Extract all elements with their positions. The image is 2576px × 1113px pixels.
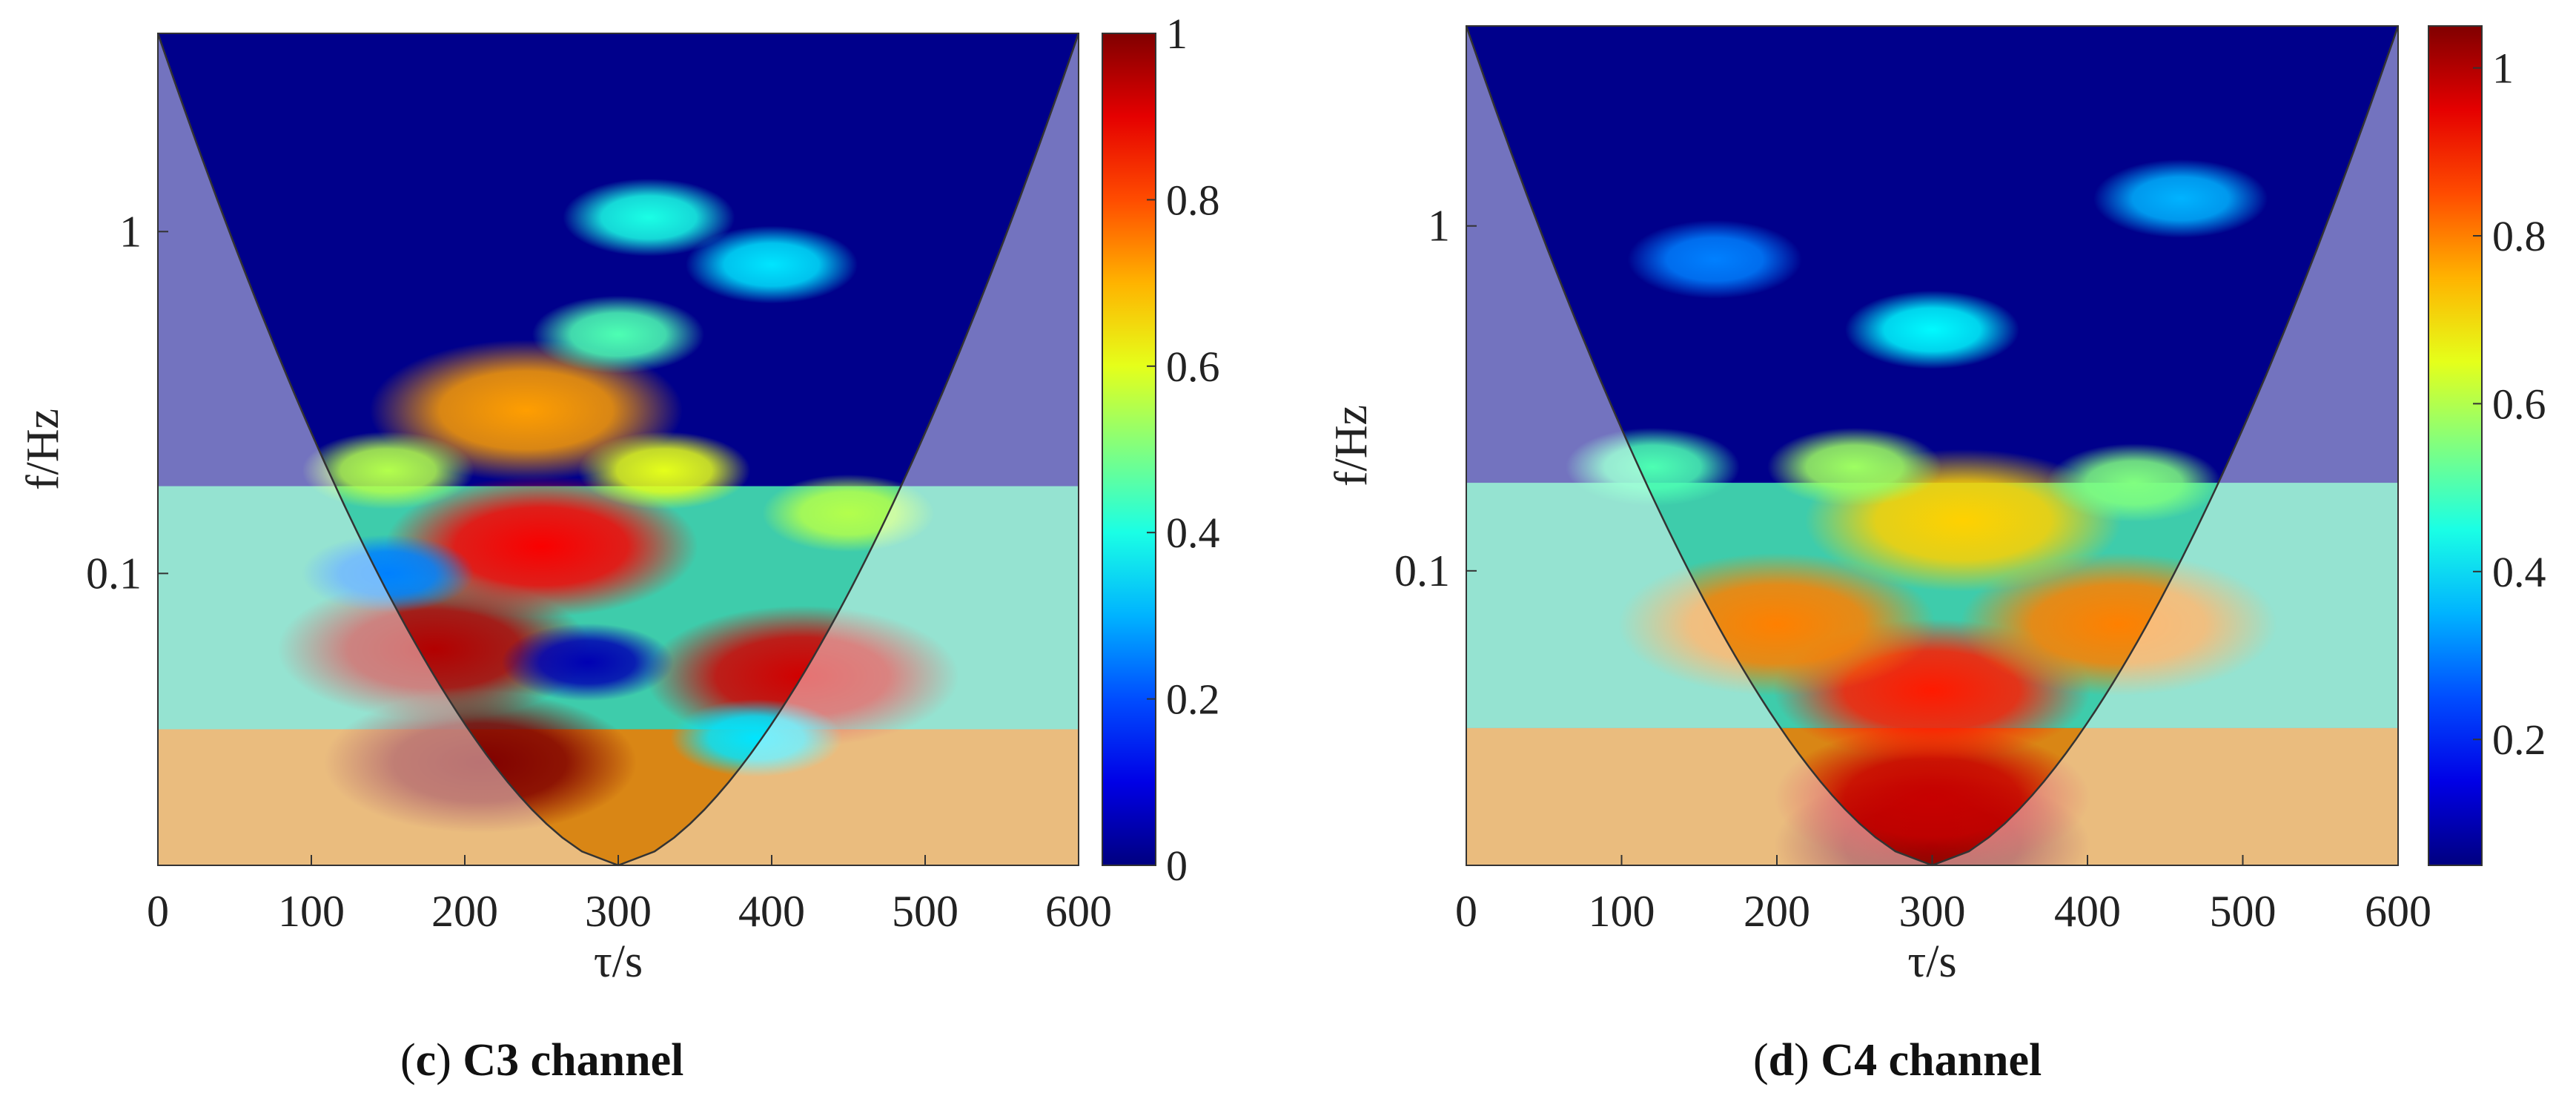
coi-shade-right — [1932, 26, 2398, 865]
caption-c-letter: c — [415, 1035, 437, 1086]
coi-curve-left — [1465, 25, 1933, 867]
heatmap-blob — [302, 534, 474, 612]
colorbar-tick-label: 0.4 — [2492, 548, 2546, 596]
colorbar-tick-label: 0.8 — [2492, 212, 2546, 260]
heatmap-blob — [670, 698, 843, 777]
x-tick-label: 200 — [1744, 887, 1810, 936]
coi-curve-left — [156, 33, 619, 867]
coi-shade-right — [618, 33, 1079, 865]
heatmap-blob — [302, 432, 474, 510]
colorbar-gradient — [2428, 25, 2483, 866]
panel-d: 0 100 200 300 400 500 6000.11τ/sf/Hz0.20.40.60… — [1326, 25, 2546, 987]
colorbar-tick-label: 0.6 — [2492, 380, 2546, 428]
heatmap-blob — [501, 623, 674, 701]
x-tick-label: 100 — [278, 887, 345, 936]
x-tick-label: 400 — [738, 887, 805, 936]
caption-d: (d) C4 channel — [1753, 1035, 2042, 1086]
colorbar-tick-label: 0.2 — [2492, 716, 2546, 764]
caption-d-text: C4 channel — [1821, 1035, 2042, 1086]
coi-curve-right — [617, 33, 1080, 867]
coi-curve-right — [1932, 25, 2400, 867]
x-tick-label: 100 — [1589, 887, 1655, 936]
coi-shade-left — [158, 33, 618, 865]
heatmap-blob — [2047, 443, 2222, 523]
heatmap-blob — [685, 225, 858, 304]
colorbar-tick-label: 1 — [1166, 10, 1188, 58]
heatmap-blob — [1844, 290, 2020, 369]
y-tick-label: 1 — [1428, 202, 1450, 251]
colorbar-tick-label: 0 — [1166, 842, 1188, 890]
heatmap-blob — [1627, 219, 1802, 299]
y-tick-label: 0.1 — [86, 549, 142, 598]
panel-c: 0 100 200 300 400 500 600 0.1 1 τ/s f/Hz 0 0.2 0.4 0.6… — [18, 10, 1220, 987]
heatmap-blob — [323, 691, 637, 833]
colorbar: 0.2 0.4 0.6 0.8 1 — [2428, 25, 2546, 866]
heatmap-blob — [762, 474, 935, 552]
x-axis-label: τ/s — [594, 937, 643, 987]
y-tick-label: 1 — [119, 207, 142, 256]
x-tick-label: 400 — [2054, 887, 2121, 936]
colorbar-tick-label: 1 — [2492, 44, 2514, 93]
caption-c-text: C3 channel — [463, 1035, 684, 1086]
colorbar-tick-label: 0.2 — [1166, 676, 1220, 724]
heatmap-blob — [532, 295, 705, 374]
coi-shade-left — [1466, 26, 1933, 865]
x-tick-label: 600 — [1045, 887, 1112, 936]
y-axis-label: f/Hz — [18, 409, 68, 490]
colorbar-gradient — [1102, 33, 1156, 866]
x-tick-label: 300 — [585, 887, 652, 936]
heatmap-blob — [1767, 427, 1942, 506]
x-axis-label: τ/s — [1907, 937, 1956, 987]
y-axis-label: f/Hz — [1326, 405, 1377, 486]
y-tick-label: 0.1 — [1394, 546, 1450, 595]
colorbar: 0 0.2 0.4 0.6 0.8 1 — [1102, 10, 1220, 890]
caption-c: (c) C3 channel — [400, 1035, 684, 1086]
colorbar-tick-label: 0.8 — [1166, 176, 1220, 224]
x-tick-label: 0 — [147, 887, 169, 936]
x-tick-label: 300 — [1899, 887, 1966, 936]
heatmap-blob — [1773, 726, 2091, 865]
x-tick-label: 500 — [892, 887, 958, 936]
x-tick-label: 0 — [1455, 887, 1477, 936]
heatmap-blob — [577, 432, 751, 510]
x-tick-label: 600 — [2365, 887, 2431, 936]
heatmap-blob — [563, 178, 735, 257]
heatmap-blob — [1960, 552, 2277, 696]
x-tick-label: 200 — [431, 887, 498, 936]
heatmap-blob — [2093, 159, 2268, 238]
heatmap-blob — [1565, 427, 1740, 506]
colorbar-tick-label: 0.6 — [1166, 343, 1220, 391]
caption-d-letter: d — [1768, 1035, 1795, 1086]
x-tick-label: 500 — [2210, 887, 2277, 936]
colorbar-tick-label: 0.4 — [1166, 509, 1220, 557]
